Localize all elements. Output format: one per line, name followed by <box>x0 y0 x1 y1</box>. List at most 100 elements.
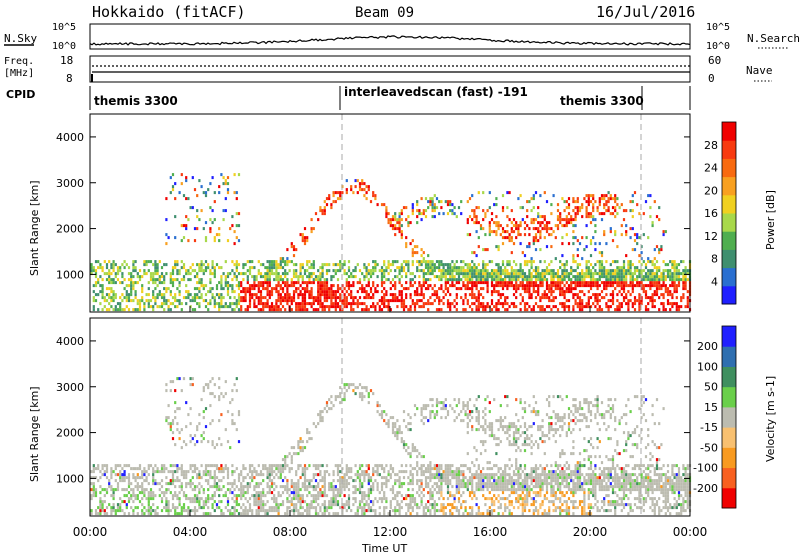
scatter-cell <box>541 293 544 297</box>
scatter-cell <box>358 476 362 480</box>
scatter-cell <box>427 272 430 276</box>
scatter-cell <box>600 260 604 264</box>
scatter-cell <box>387 278 390 282</box>
scatter-cell <box>314 473 318 477</box>
scatter-cell <box>257 494 260 498</box>
scatter-cell <box>374 269 377 273</box>
scatter-cell <box>431 272 434 276</box>
scatter-cell <box>389 503 392 507</box>
scatter-cell <box>479 275 483 279</box>
scatter-cell <box>385 305 388 309</box>
scatter-cell <box>424 266 428 270</box>
scatter-cell <box>248 293 252 297</box>
scatter-cell <box>416 503 419 507</box>
scatter-cell <box>119 506 122 510</box>
scatter-cell <box>189 407 192 411</box>
scatter-cell <box>354 512 357 516</box>
scatter-cell <box>147 497 150 501</box>
scatter-cell <box>427 491 430 495</box>
scatter-cell <box>473 293 476 297</box>
scatter-cell <box>222 272 225 276</box>
scatter-cell <box>200 464 203 468</box>
scatter-cell <box>222 395 225 399</box>
scatter-cell <box>185 272 188 276</box>
scatter-cell <box>422 494 425 498</box>
scatter-cell <box>563 209 566 213</box>
scatter-cell <box>303 281 307 285</box>
scatter-cell <box>416 479 419 483</box>
scatter-cell <box>240 470 243 474</box>
scatter-cell <box>636 269 639 273</box>
scatter-cell <box>363 188 366 192</box>
scatter-cell <box>185 290 188 294</box>
scatter-cell <box>576 278 579 282</box>
scatter-cell <box>138 485 142 489</box>
scatter-cell <box>147 494 150 498</box>
scatter-cell <box>226 509 230 513</box>
scatter-cell <box>391 299 395 303</box>
scatter-cell <box>193 275 197 279</box>
scatter-cell <box>398 476 401 480</box>
scatter-cell <box>204 467 208 471</box>
scatter-cell <box>328 296 331 300</box>
scatter-cell <box>504 266 507 270</box>
scatter-cell <box>400 293 403 297</box>
scatter-cell <box>328 512 331 516</box>
scatter-cell <box>233 488 236 492</box>
scatter-cell <box>268 305 271 309</box>
scatter-cell <box>347 281 351 285</box>
scatter-cell <box>614 194 617 198</box>
scatter-cell <box>477 302 480 306</box>
scatter-cell <box>365 464 368 468</box>
scatter-cell <box>224 281 227 285</box>
scatter-cell <box>352 383 355 387</box>
scatter-cell <box>90 269 93 273</box>
scatter-cell <box>215 476 219 480</box>
scatter-cell <box>328 293 331 297</box>
scatter-cell <box>409 464 412 468</box>
scatter-cell <box>339 386 342 390</box>
scatter-cell <box>312 464 315 468</box>
scatter-cell <box>552 290 555 294</box>
scatter-cell <box>673 275 676 279</box>
scatter-cell <box>180 308 183 312</box>
scatter-cell <box>314 512 318 516</box>
scatter-cell <box>510 281 513 285</box>
scatter-cell <box>178 269 181 273</box>
scatter-cell <box>297 482 300 486</box>
scatter-cell <box>429 200 432 204</box>
scatter-cell <box>552 281 555 285</box>
scatter-cell <box>649 281 652 285</box>
scatter-cell <box>303 239 307 243</box>
scatter-cell <box>339 194 342 198</box>
scatter-cell <box>499 233 502 237</box>
scatter-cell <box>581 272 584 276</box>
scatter-cell <box>297 479 300 483</box>
scatter-cell <box>387 512 390 516</box>
scatter-cell <box>114 479 117 483</box>
scatter-cell <box>495 275 498 279</box>
scatter-cell <box>528 287 531 291</box>
scatter-cell <box>671 263 674 267</box>
scatter-cell <box>400 305 403 309</box>
scatter-cell <box>295 269 298 273</box>
scatter-cell <box>171 266 175 270</box>
scatter-cell <box>336 302 340 306</box>
scatter-cell <box>380 266 384 270</box>
scatter-cell <box>99 485 102 489</box>
scatter-cell <box>444 416 447 420</box>
scatter-cell <box>253 287 256 291</box>
scatter-cell <box>442 512 445 516</box>
scatter-cell <box>402 266 406 270</box>
scatter-cell <box>191 470 194 474</box>
scatter-cell <box>486 209 489 213</box>
scatter-cell <box>559 302 562 306</box>
scatter-cell <box>112 290 115 294</box>
scatter-cell <box>616 308 619 312</box>
scatter-cell <box>462 275 465 279</box>
scatter-cell <box>477 236 480 240</box>
scatter-cell <box>497 281 500 285</box>
scatter-cell <box>169 479 172 483</box>
scatter-cell <box>594 272 597 276</box>
scatter-cell <box>136 476 139 480</box>
